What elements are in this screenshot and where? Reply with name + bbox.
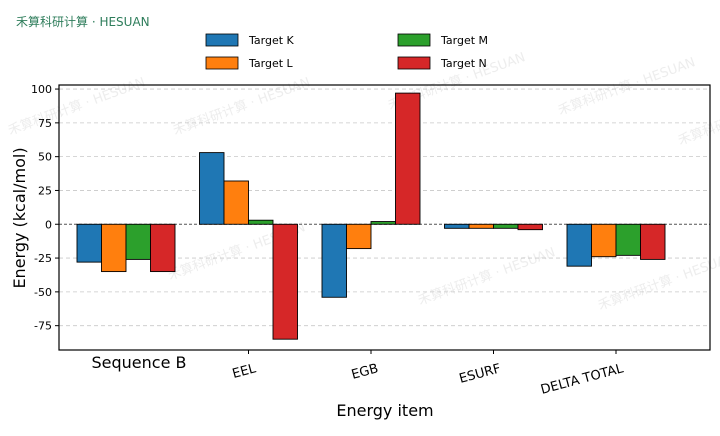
x-tick-label: EGB (350, 361, 380, 383)
bar-target-l-delta-total (591, 223, 617, 258)
y-tick-label: 100 (31, 83, 52, 96)
legend-swatch (397, 56, 431, 70)
bar-target-k-egb (321, 223, 347, 298)
brand-label: 禾算科研计算 · HESUAN (16, 14, 150, 29)
legend: Target K Target L Target M Target N (205, 33, 488, 70)
bar-target-n-sequence-b (150, 223, 176, 273)
y-tick-label: -75 (34, 320, 52, 333)
x-tick-label: DELTA TOTAL (539, 361, 626, 398)
bar-target-l-eel (223, 180, 249, 225)
watermark-layer: 禾算科研计算 · HESUAN 禾算科研计算 · HESUAN 禾算科研计算 · H… (6, 50, 720, 314)
bar-target-m-esurf (493, 223, 519, 229)
bar-target-l-sequence-b (101, 223, 127, 273)
y-tick-label: 50 (38, 151, 52, 164)
x-axis-label: Energy item (336, 401, 433, 420)
legend-label: Target L (248, 57, 294, 70)
y-tick-label: -50 (34, 286, 52, 299)
bar-target-k-sequence-b (76, 223, 102, 263)
bar-target-k-delta-total (566, 223, 592, 267)
legend-swatch (205, 33, 239, 47)
bar-target-n-eel (272, 223, 298, 340)
y-tick-label: 0 (45, 218, 52, 231)
bar-target-k-eel (199, 152, 225, 225)
bar-target-n-delta-total (640, 223, 666, 260)
y-tick-label: 25 (38, 184, 52, 197)
y-tick-label: -25 (34, 252, 52, 265)
bar-target-n-egb (395, 92, 421, 225)
bar-target-m-sequence-b (125, 223, 151, 260)
x-tick-label: ESURF (458, 361, 503, 386)
y-tick-layer: 100 75 50 25 0 -25 -50 -75 (31, 83, 59, 333)
legend-swatch (397, 33, 431, 47)
y-axis-label: Energy (kcal/mol) (10, 147, 29, 288)
bar-target-m-egb (370, 221, 396, 225)
x-tick-label-background (58, 349, 194, 375)
legend-swatch (205, 56, 239, 70)
bar-target-l-egb (346, 223, 372, 250)
bar-layer (76, 92, 666, 340)
bar-target-m-delta-total (615, 223, 641, 256)
watermark-text: 禾算科研计算 · HESUAN (416, 245, 557, 309)
grid-layer (59, 88, 710, 327)
bar-target-m-eel (248, 219, 274, 225)
legend-label: Target N (440, 57, 487, 70)
x-tick-layer: Sequence B EEL EGB ESURF DELTA TOTAL (58, 349, 626, 398)
y-tick-label: 75 (38, 117, 52, 130)
bar-target-n-esurf (517, 223, 543, 231)
legend-label: Target M (440, 34, 488, 47)
watermark-text: 禾算科研计算 · HESUAN (676, 85, 720, 149)
plot-frame (58, 84, 711, 351)
x-tick-label: Sequence B (92, 353, 187, 372)
watermark-text: 禾算科研计算 · HESUAN (556, 55, 697, 119)
bar-target-k-esurf (444, 223, 470, 229)
legend-label: Target K (248, 34, 295, 47)
x-tick-label: EEL (231, 361, 258, 382)
bar-target-l-esurf (468, 223, 494, 229)
